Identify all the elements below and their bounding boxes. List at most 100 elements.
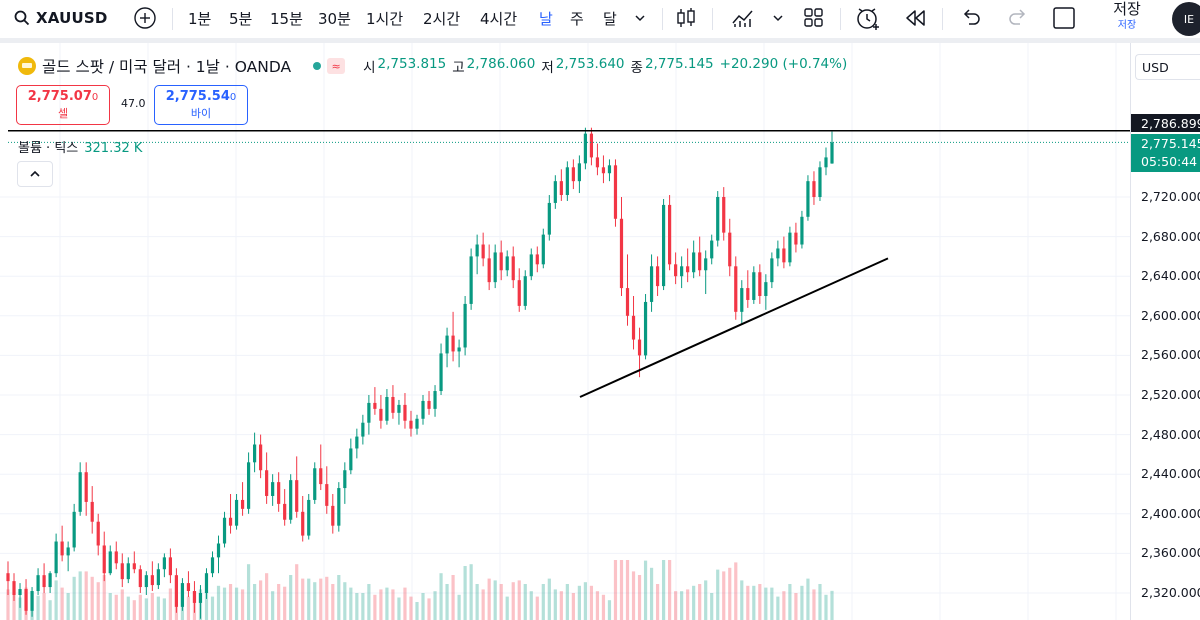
candle-body xyxy=(559,181,563,196)
volume-bar xyxy=(704,580,708,620)
volume-bar xyxy=(601,594,606,620)
volume-legend[interactable]: 볼륨 · 틱스 321.32 K xyxy=(18,137,142,156)
volume-bar xyxy=(246,564,251,620)
candle-body xyxy=(541,234,545,265)
collapse-legend-button[interactable] xyxy=(17,161,53,187)
save-button[interactable]: 저장 저장 xyxy=(1108,2,1146,33)
interval-1h[interactable]: 1시간 xyxy=(366,9,404,28)
candle-body xyxy=(824,157,828,168)
candle-body xyxy=(265,470,269,496)
volume-bar xyxy=(96,582,100,620)
volume-bar xyxy=(800,585,804,620)
volume-bar xyxy=(722,571,726,620)
chevron-down-icon xyxy=(635,15,645,22)
candle-body xyxy=(607,165,612,174)
interval-1d[interactable]: 날 xyxy=(539,9,553,28)
candle-body xyxy=(385,396,389,421)
volume-bar xyxy=(758,584,762,620)
candle-body xyxy=(746,288,750,300)
candle-body xyxy=(830,142,834,164)
avatar[interactable]: IE xyxy=(1172,2,1200,36)
undo-button[interactable] xyxy=(960,0,982,36)
chart-type-button[interactable] xyxy=(675,0,697,36)
volume-bar xyxy=(295,564,299,620)
fullscreen-button[interactable] xyxy=(1052,0,1076,36)
interval-1m[interactable]: 1분 xyxy=(188,9,212,28)
volume-bar xyxy=(818,584,822,620)
volume-bar xyxy=(204,592,209,620)
chevron-up-icon xyxy=(30,170,40,177)
candle-body xyxy=(18,589,22,595)
candle-body xyxy=(138,569,142,588)
price-tick-label: 2,360.000 xyxy=(1141,545,1200,561)
indicators-button[interactable] xyxy=(731,0,755,36)
interval-30m[interactable]: 30분 xyxy=(318,9,351,28)
volume-bar xyxy=(607,600,612,620)
indicators-dropdown-button[interactable] xyxy=(771,0,785,36)
interval-5m[interactable]: 5분 xyxy=(229,9,253,28)
interval-1w[interactable]: 주 xyxy=(570,9,584,28)
volume-bar xyxy=(577,585,581,620)
chart-pane[interactable] xyxy=(0,43,1130,620)
candle-body xyxy=(601,167,606,174)
volume-bar xyxy=(668,560,672,620)
close-label: 종 xyxy=(630,60,643,76)
candle-body xyxy=(66,547,70,556)
alert-button[interactable] xyxy=(855,0,881,36)
symbol-title[interactable]: 골드 스팟 / 미국 달러 · 1날 · OANDA xyxy=(42,58,292,76)
plus-circle-icon xyxy=(134,7,156,29)
candle-body xyxy=(619,218,624,289)
candle-body xyxy=(674,264,678,277)
volume-bar xyxy=(451,575,455,620)
volume-bar xyxy=(559,591,563,620)
candle-body xyxy=(481,244,485,259)
volume-bar xyxy=(54,580,58,620)
volume-bar xyxy=(625,560,630,620)
candle-body xyxy=(186,583,191,592)
volume-bar xyxy=(595,591,600,620)
volume-bar xyxy=(102,575,106,620)
change-value: +20.290 (+0.74%) xyxy=(719,56,848,72)
buy-button[interactable]: 2,775.540 바이 xyxy=(154,85,248,125)
candle-body xyxy=(421,400,425,419)
candle-body xyxy=(289,480,293,520)
save-sub-label: 저장 xyxy=(1117,20,1137,31)
spread-value: 47.0 xyxy=(121,97,146,110)
candle-body xyxy=(277,482,281,504)
volume-bar xyxy=(271,591,275,620)
symbol-search-button[interactable]: XAUUSD xyxy=(14,0,108,36)
symbol-label: XAUUSD xyxy=(36,9,108,27)
candle-body xyxy=(24,589,28,611)
candle-body xyxy=(523,276,527,306)
volume-bar xyxy=(517,580,521,620)
price-tick-label: 2,520.000 xyxy=(1141,387,1200,402)
market-status[interactable]: ≈ xyxy=(309,57,346,75)
currency-select[interactable]: USD xyxy=(1135,54,1200,80)
compare-symbol-button[interactable] xyxy=(133,0,157,36)
sell-button[interactable]: 2,775.070 셀 xyxy=(16,85,110,125)
volume-bar xyxy=(126,596,130,620)
candle-body xyxy=(204,573,209,593)
candle-body xyxy=(355,436,359,449)
candle-body xyxy=(511,256,515,281)
interval-1mo[interactable]: 달 xyxy=(603,9,617,28)
replay-button[interactable] xyxy=(904,0,928,36)
volume-bar xyxy=(421,593,425,620)
candle-body xyxy=(409,420,413,429)
interval-15m[interactable]: 15분 xyxy=(270,9,303,28)
volume-bar xyxy=(283,586,287,620)
interval-4h[interactable]: 4시간 xyxy=(480,9,518,28)
layouts-button[interactable] xyxy=(803,0,825,36)
candle-body xyxy=(631,315,636,340)
candles-icon xyxy=(677,8,695,27)
volume-bar xyxy=(631,571,636,620)
interval-2h[interactable]: 2시간 xyxy=(423,9,461,28)
interval-dropdown-button[interactable] xyxy=(633,0,647,36)
redo-button[interactable] xyxy=(1007,0,1029,36)
low-value: 2,753.640 xyxy=(555,56,625,72)
candle-body xyxy=(283,503,287,520)
volume-bar xyxy=(156,596,160,620)
candle-body xyxy=(168,557,172,576)
candle-body xyxy=(583,133,588,164)
low-label: 저 xyxy=(541,60,554,76)
